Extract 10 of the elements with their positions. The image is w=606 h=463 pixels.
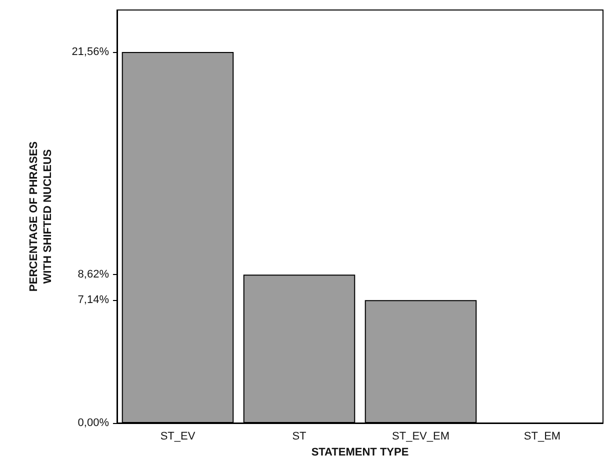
y-tick-label: 21,56% (72, 46, 110, 58)
x-tick-label: ST_EV_EM (392, 430, 450, 442)
x-tick-label: ST (292, 430, 307, 442)
x-axis-title: STATEMENT TYPE (311, 446, 409, 458)
y-tick-label: 8,62% (78, 268, 110, 281)
x-tick-label: ST_EV (160, 430, 196, 442)
y-axis-title: PERCENTAGE OF PHRASES WITH SHIFTED NUCLEUS (28, 141, 54, 292)
y-tick-label: 0,00% (78, 417, 110, 429)
x-tick-label: ST_EM (524, 430, 561, 442)
y-tick-label: 7,14% (78, 294, 110, 306)
